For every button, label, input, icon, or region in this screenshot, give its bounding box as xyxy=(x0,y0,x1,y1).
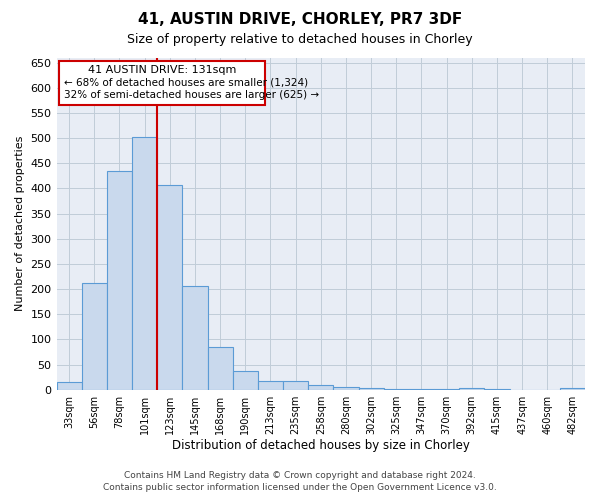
Bar xyxy=(484,389,509,390)
Text: 41, AUSTIN DRIVE, CHORLEY, PR7 3DF: 41, AUSTIN DRIVE, CHORLEY, PR7 3DF xyxy=(138,12,462,28)
Bar xyxy=(82,283,107,390)
Bar xyxy=(258,380,283,390)
Bar xyxy=(56,382,82,390)
Bar xyxy=(308,384,334,390)
Bar xyxy=(208,348,233,390)
Bar xyxy=(132,136,157,390)
Text: Contains HM Land Registry data © Crown copyright and database right 2024.
Contai: Contains HM Land Registry data © Crown c… xyxy=(103,471,497,492)
Bar xyxy=(409,389,434,390)
Bar xyxy=(359,388,383,390)
Bar xyxy=(182,286,208,390)
Bar xyxy=(383,388,409,390)
FancyBboxPatch shape xyxy=(59,61,265,106)
Y-axis label: Number of detached properties: Number of detached properties xyxy=(15,136,25,312)
Bar xyxy=(560,388,585,390)
Bar xyxy=(334,387,359,390)
Bar xyxy=(459,388,484,390)
Text: Size of property relative to detached houses in Chorley: Size of property relative to detached ho… xyxy=(127,32,473,46)
Bar xyxy=(157,185,182,390)
X-axis label: Distribution of detached houses by size in Chorley: Distribution of detached houses by size … xyxy=(172,440,470,452)
Bar xyxy=(283,380,308,390)
Text: 32% of semi-detached houses are larger (625) →: 32% of semi-detached houses are larger (… xyxy=(64,90,319,100)
Bar xyxy=(107,171,132,390)
Text: ← 68% of detached houses are smaller (1,324): ← 68% of detached houses are smaller (1,… xyxy=(64,77,308,87)
Text: 41 AUSTIN DRIVE: 131sqm: 41 AUSTIN DRIVE: 131sqm xyxy=(88,64,236,74)
Bar xyxy=(233,370,258,390)
Bar xyxy=(434,389,459,390)
